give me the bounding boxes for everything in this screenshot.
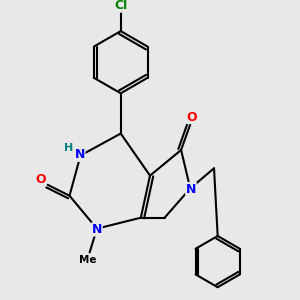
Text: O: O: [36, 173, 46, 186]
Text: N: N: [186, 183, 196, 196]
Text: N: N: [75, 148, 85, 161]
Text: O: O: [187, 111, 197, 124]
Text: N: N: [92, 223, 102, 236]
Text: Me: Me: [79, 256, 97, 266]
Text: H: H: [64, 143, 74, 153]
Text: Cl: Cl: [114, 0, 128, 12]
